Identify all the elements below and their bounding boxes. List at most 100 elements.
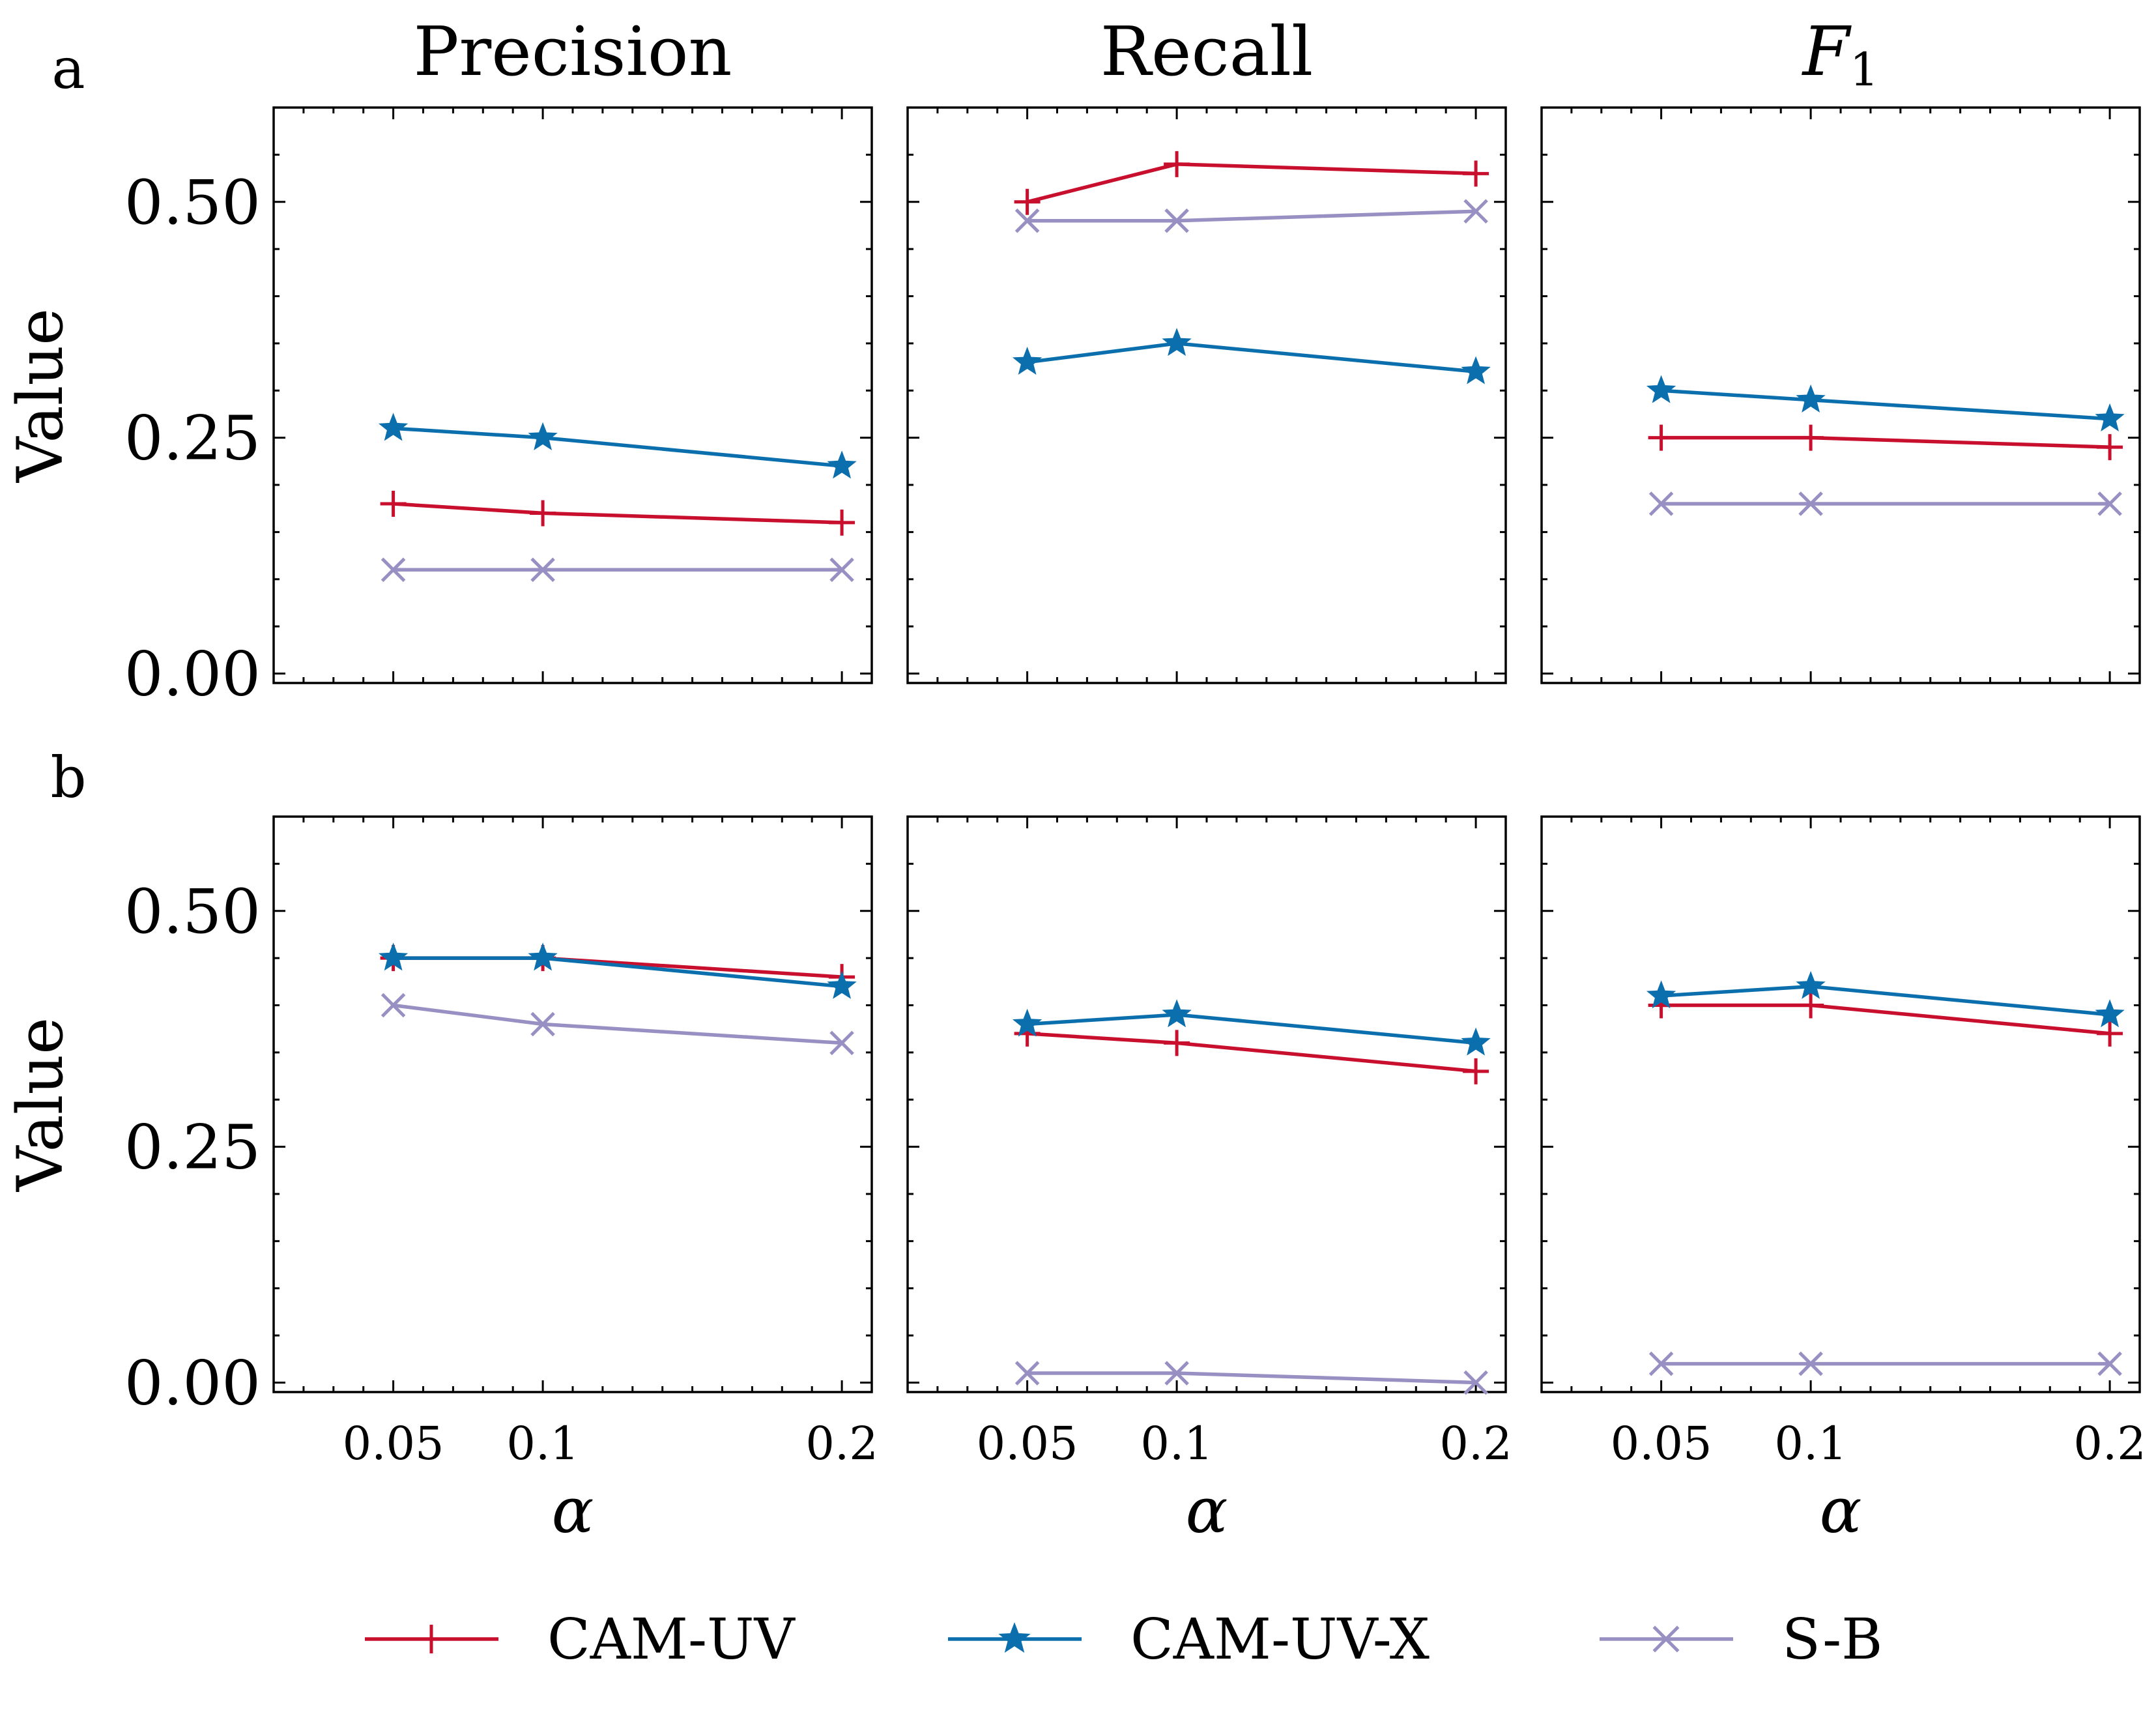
point-s-b (829, 1030, 854, 1056)
column-title: Recall (1100, 12, 1314, 91)
point-s-b (1164, 1361, 1189, 1386)
series-cam-uv (1014, 1020, 1489, 1084)
x-tick-label: 0.05 (343, 1417, 444, 1470)
x-axis-label: α (1820, 1474, 1862, 1547)
y-tick-label: 0.25 (124, 403, 261, 474)
point-cam-uv-x (1162, 328, 1192, 356)
axes-frame (906, 815, 1507, 1393)
line-cam-uv (1026, 162, 1476, 204)
legend-marker-cam-uv (417, 1625, 446, 1653)
line-s-b (1027, 209, 1476, 223)
legend-label: CAM-UV-X (1130, 1607, 1430, 1672)
axes-frame (272, 815, 873, 1393)
x-tick-label: 0.1 (506, 1417, 579, 1470)
point-cam-uv-x (1012, 347, 1042, 375)
series-cam-uv-x (1012, 999, 1491, 1056)
legend-marker-cam-uv-x (998, 1622, 1031, 1653)
series-cam-uv-x (1646, 375, 2125, 431)
y-axis-label: Value (4, 308, 77, 483)
point-cam-uv (1014, 188, 1041, 215)
line-cam-uv-x (1661, 388, 2110, 421)
line-cam-uv (1661, 435, 2110, 449)
line-cam-uv-x (1661, 984, 2110, 1017)
legend-item-s-b: S-B (1600, 1607, 1882, 1672)
x-tick-label: 0.05 (977, 1417, 1078, 1470)
series-s-b (381, 993, 854, 1056)
x-axis-label: α (1186, 1474, 1228, 1547)
legend-label: S-B (1782, 1607, 1882, 1672)
axes-frame (1540, 815, 2141, 1393)
point-cam-uv (1648, 424, 1674, 451)
point-s-b (1648, 491, 1674, 516)
point-cam-uv (2097, 1020, 2123, 1047)
point-s-b (381, 557, 406, 583)
line-cam-uv (393, 502, 842, 525)
legend-label: CAM-UV (547, 1607, 796, 1672)
point-cam-uv-x (378, 413, 409, 441)
point-cam-uv-x (1796, 384, 1826, 413)
point-cam-uv-x (2095, 999, 2125, 1028)
point-cam-uv (1463, 160, 1489, 187)
point-cam-uv-x (1796, 970, 1826, 999)
x-tick-label: 0.1 (1774, 1417, 1847, 1470)
axes-frame (272, 106, 873, 684)
panel-a-precision: 0.00 0.25 0.50 Value a Precision (4, 12, 873, 710)
point-cam-uv (1164, 1030, 1190, 1056)
point-cam-uv (530, 500, 556, 527)
point-s-b (1798, 1351, 1823, 1376)
point-cam-uv-x (1162, 999, 1192, 1028)
point-cam-uv (1798, 424, 1824, 451)
panel-a-recall: Recall (906, 12, 1507, 684)
point-s-b (1798, 491, 1823, 516)
legend-item-cam-uv-x: CAM-UV-X (948, 1607, 1430, 1672)
point-cam-uv-x (528, 422, 558, 450)
row-label: a (51, 36, 85, 102)
legend: CAM-UV CAM-UV-X S-B (365, 1607, 1882, 1672)
y-tick-label: 0.50 (124, 877, 261, 948)
point-s-b (1463, 1370, 1488, 1395)
line-s-b (1027, 1371, 1476, 1385)
point-s-b (829, 557, 854, 583)
point-cam-uv-x (1461, 1027, 1491, 1056)
x-tick-label: 0.2 (1439, 1417, 1512, 1470)
point-cam-uv-x (827, 450, 857, 479)
series-cam-uv (1648, 424, 2123, 461)
point-s-b (1463, 199, 1488, 224)
series-s-b (1648, 491, 2122, 516)
x-tick-label: 0.05 (1611, 1417, 1712, 1470)
point-cam-uv-x (1646, 375, 1676, 403)
y-tick-label: 0.00 (124, 639, 261, 710)
column-title: F1 (1802, 12, 1879, 96)
line-cam-uv (1027, 1032, 1476, 1073)
series-s-b (1014, 1361, 1488, 1395)
x-tick-label: 0.2 (805, 1417, 878, 1470)
point-cam-uv-x (827, 970, 857, 999)
point-cam-uv (380, 490, 407, 517)
legend-item-cam-uv: CAM-UV (365, 1607, 796, 1672)
point-cam-uv-x (1646, 980, 1676, 1009)
y-tick-label: 0.25 (124, 1112, 261, 1184)
panel-a-f1: F1 (1540, 12, 2141, 684)
y-tick-label: 0.50 (124, 167, 261, 239)
line-cam-uv-x (1027, 341, 1476, 374)
series-cam-uv (1648, 992, 2123, 1047)
series-cam-uv-x (378, 942, 857, 999)
panel-b-recall: 0.05 0.1 0.2 α (906, 815, 1512, 1547)
point-s-b (1164, 208, 1189, 233)
point-s-b (1014, 1361, 1040, 1386)
point-cam-uv (1164, 151, 1190, 177)
point-cam-uv-x (528, 942, 558, 971)
series-cam-uv (1014, 151, 1489, 215)
series-cam-uv-x (378, 413, 857, 479)
point-s-b (530, 557, 555, 583)
point-s-b (1014, 208, 1040, 233)
series-cam-uv (380, 945, 855, 991)
point-cam-uv (1798, 992, 1824, 1019)
point-s-b (2097, 1351, 2122, 1376)
point-cam-uv (1463, 1058, 1489, 1084)
point-cam-uv-x (2095, 403, 2125, 431)
x-axis-label: α (552, 1474, 594, 1547)
axes-frame (906, 106, 1507, 684)
point-s-b (2097, 491, 2122, 516)
